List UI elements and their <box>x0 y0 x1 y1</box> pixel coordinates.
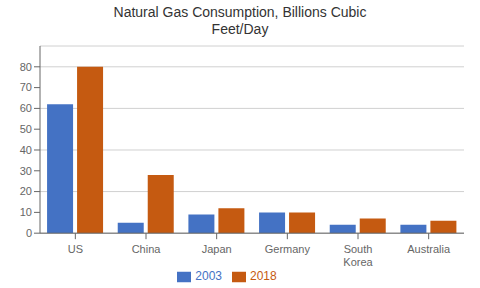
svg-text:China: China <box>132 243 162 255</box>
svg-text:40: 40 <box>20 144 32 156</box>
svg-text:50: 50 <box>20 123 32 135</box>
svg-text:0: 0 <box>26 227 32 239</box>
svg-text:60: 60 <box>20 102 32 114</box>
svg-text:30: 30 <box>20 165 32 177</box>
svg-text:80: 80 <box>20 61 32 73</box>
html-text:2018: 2018 <box>250 269 277 284</box>
svg-text:70: 70 <box>20 81 32 93</box>
svg-text:Germany: Germany <box>265 243 311 255</box>
html-text:2003: 2003 <box>195 269 222 284</box>
svg-text:US: US <box>68 243 83 255</box>
svg-text:20: 20 <box>20 185 32 197</box>
html-text:Natural Gas Consumption, Billi: Natural Gas Consumption, Billions Cubic … <box>113 4 367 37</box>
svg-text:10: 10 <box>20 206 32 218</box>
svg-text:Australia: Australia <box>407 243 451 255</box>
svg-text:SouthKorea: SouthKorea <box>343 243 373 268</box>
svg-text:Japan: Japan <box>202 243 232 255</box>
